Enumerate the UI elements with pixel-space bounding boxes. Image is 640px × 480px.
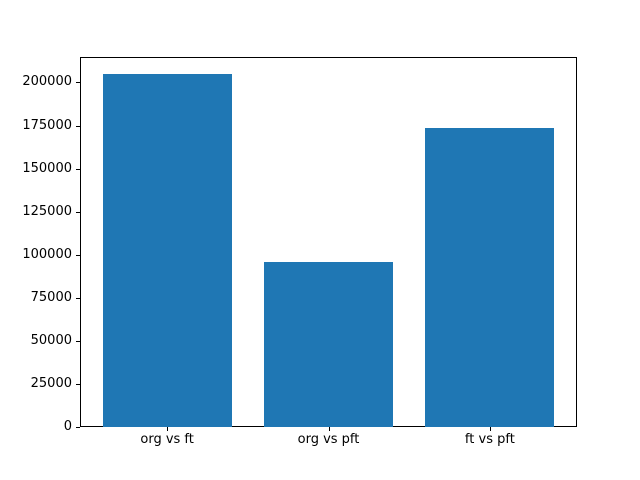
x-tick-mark — [167, 427, 169, 431]
y-tick-label: 25000 — [30, 375, 72, 391]
y-tick-label: 175000 — [22, 117, 72, 133]
y-tick-label: 75000 — [30, 289, 72, 305]
y-tick-mark — [76, 211, 80, 213]
y-tick-label: 125000 — [22, 203, 72, 219]
x-tick-label: org vs pft — [297, 432, 360, 447]
y-tick-label: 150000 — [22, 160, 72, 176]
y-tick-mark — [76, 254, 80, 256]
y-tick-mark — [76, 168, 80, 170]
y-tick-label: 50000 — [30, 332, 72, 348]
y-tick-mark — [76, 297, 80, 299]
y-tick-mark — [76, 82, 80, 84]
x-tick-mark — [328, 427, 330, 431]
bar-ft-vs-pft — [425, 127, 555, 427]
y-tick-mark — [76, 340, 80, 342]
y-tick-label: 200000 — [22, 74, 72, 90]
y-tick-mark — [76, 383, 80, 385]
bar-org-vs-pft — [263, 261, 394, 427]
x-tick-label: ft vs pft — [464, 432, 515, 447]
y-tick-label: 0 — [63, 419, 72, 434]
y-tick-label: 100000 — [22, 246, 72, 262]
y-tick-mark — [76, 125, 80, 127]
x-tick-label: org vs ft — [140, 432, 194, 447]
x-tick-mark — [489, 427, 491, 431]
y-tick-mark — [76, 427, 80, 428]
bar-org-vs-ft — [102, 73, 232, 427]
